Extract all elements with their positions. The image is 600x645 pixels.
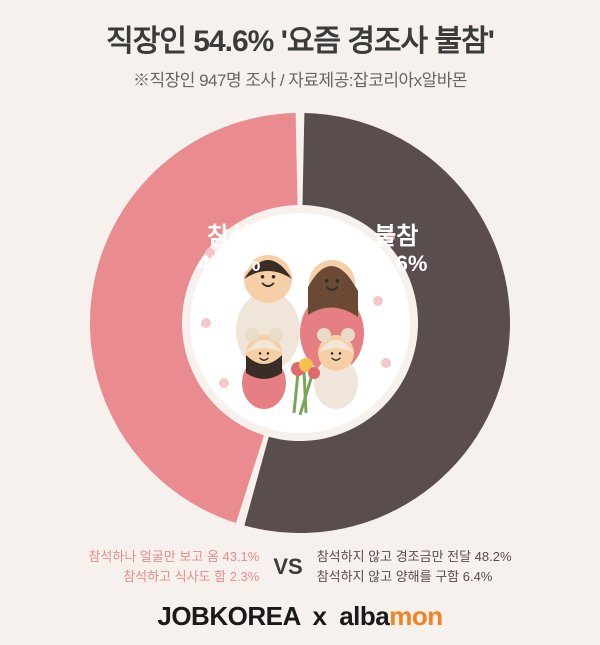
brand-x: x <box>313 601 327 631</box>
headline: 직장인 54.6% '요즘 경조사 불참' <box>0 0 600 60</box>
footnote-left-0: 참석하나 얼굴만 보고 옴 43.1% <box>88 547 259 567</box>
family-illustration <box>190 213 410 433</box>
footnote-left: 참석하나 얼굴만 보고 옴 43.1% 참석하고 식사도 함 2.3% <box>88 547 259 587</box>
brand-alba: alba <box>339 601 389 631</box>
donut-chart: 불참 54.6% 참석 45.4% <box>90 113 510 533</box>
footnotes: 참석하나 얼굴만 보고 옴 43.1% 참석하고 식사도 함 2.3% VS 참… <box>0 547 600 587</box>
center-illustration <box>190 213 410 433</box>
brand-jobkorea: JOBKOREA <box>157 601 299 631</box>
footnote-left-1: 참석하고 식사도 함 2.3% <box>88 567 259 587</box>
vs-label: VS <box>273 554 302 580</box>
footnote-right: 참석하지 않고 경조금만 전달 48.2% 참석하지 않고 양해를 구함 6.4… <box>317 547 512 587</box>
footnote-right-0: 참석하지 않고 경조금만 전달 48.2% <box>317 547 512 567</box>
brand-mon: mon <box>389 601 442 631</box>
brand-footer: JOBKOREA x albamon <box>0 601 600 632</box>
subline: ※직장인 947명 조사 / 자료제공:잡코리아x알바몬 <box>0 66 600 91</box>
footnote-right-1: 참석하지 않고 양해를 구함 6.4% <box>317 567 512 587</box>
